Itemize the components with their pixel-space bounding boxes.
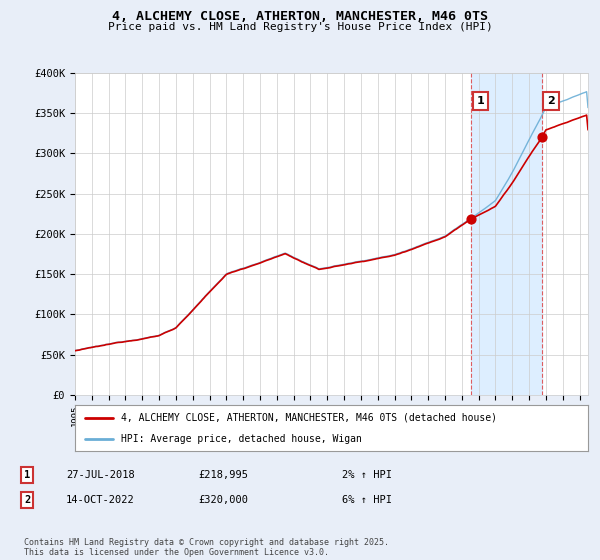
Text: £320,000: £320,000 <box>198 495 248 505</box>
Bar <box>472 73 542 395</box>
Point <box>538 133 547 142</box>
Text: 6% ↑ HPI: 6% ↑ HPI <box>342 495 392 505</box>
Text: 27-JUL-2018: 27-JUL-2018 <box>66 470 135 480</box>
Text: 4, ALCHEMY CLOSE, ATHERTON, MANCHESTER, M46 0TS: 4, ALCHEMY CLOSE, ATHERTON, MANCHESTER, … <box>112 10 488 23</box>
Text: 2: 2 <box>547 96 555 106</box>
Text: Contains HM Land Registry data © Crown copyright and database right 2025.
This d: Contains HM Land Registry data © Crown c… <box>24 538 389 557</box>
Text: 2: 2 <box>24 495 30 505</box>
Text: 14-OCT-2022: 14-OCT-2022 <box>66 495 135 505</box>
Text: 2% ↑ HPI: 2% ↑ HPI <box>342 470 392 480</box>
Text: Price paid vs. HM Land Registry's House Price Index (HPI): Price paid vs. HM Land Registry's House … <box>107 22 493 32</box>
Point <box>467 214 476 223</box>
Text: £218,995: £218,995 <box>198 470 248 480</box>
Text: HPI: Average price, detached house, Wigan: HPI: Average price, detached house, Wiga… <box>121 435 362 444</box>
Text: 4, ALCHEMY CLOSE, ATHERTON, MANCHESTER, M46 0TS (detached house): 4, ALCHEMY CLOSE, ATHERTON, MANCHESTER, … <box>121 413 497 423</box>
Text: 1: 1 <box>476 96 484 106</box>
Text: 1: 1 <box>24 470 30 480</box>
